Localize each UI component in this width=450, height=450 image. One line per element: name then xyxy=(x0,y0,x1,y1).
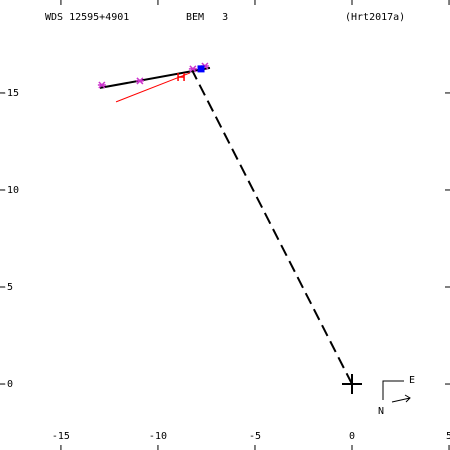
x-tick-label: -15 xyxy=(52,431,70,442)
reference: (Hrt2017a) xyxy=(345,12,405,23)
marker xyxy=(197,65,205,73)
x-tick-label: 0 xyxy=(349,431,355,442)
y-tick-label: -0 xyxy=(1,379,13,390)
marker xyxy=(342,374,363,395)
x-tick-label: -5 xyxy=(249,431,261,442)
marker xyxy=(97,81,106,89)
marker xyxy=(188,65,197,73)
y-tick-label: -10 xyxy=(1,185,19,196)
x-tick-label: -10 xyxy=(149,431,167,442)
y-tick-label: -15 xyxy=(1,88,19,99)
marker xyxy=(177,73,185,82)
x-tick-label: 5 xyxy=(446,431,450,442)
compass-north: N xyxy=(378,406,384,417)
compass xyxy=(382,380,411,403)
y-tick-label: -5 xyxy=(1,282,13,293)
compass-east: E xyxy=(409,375,415,386)
marker xyxy=(135,77,144,85)
dashed-line xyxy=(191,69,353,385)
chart-title: WDS 12595+4901 xyxy=(45,12,129,23)
chart-subtitle: BEM 3 xyxy=(186,12,228,23)
